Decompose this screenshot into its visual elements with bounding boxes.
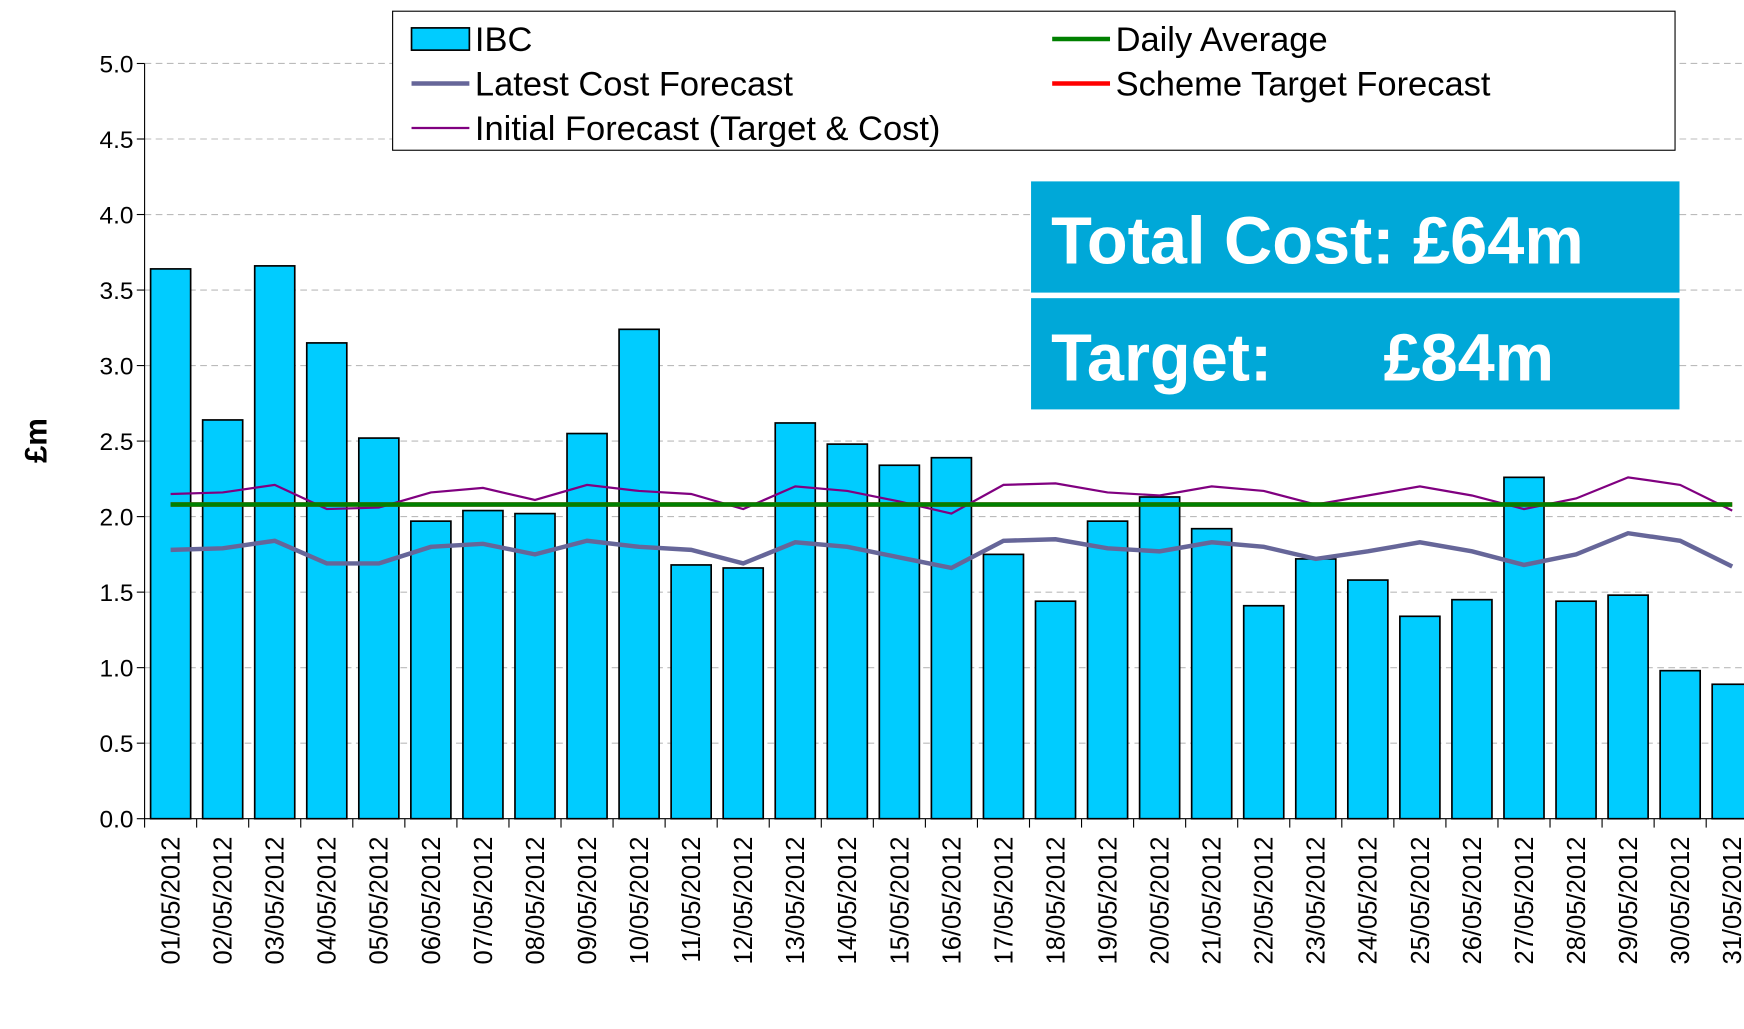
x-tick-label: 02/05/2012: [210, 836, 238, 964]
x-tick-label: 05/05/2012: [366, 836, 394, 964]
y-tick-label: 3.0: [99, 353, 133, 380]
bar: [1086, 520, 1129, 820]
legend-label: Latest Cost Forecast: [475, 66, 793, 104]
bar: [1711, 683, 1744, 820]
x-tick-label: 16/05/2012: [938, 836, 966, 964]
bar: [878, 464, 921, 820]
legend-label: Scheme Target Forecast: [1116, 66, 1491, 104]
y-tick-label: 4.0: [99, 202, 133, 229]
bar: [1138, 496, 1181, 820]
x-tick-label: 20/05/2012: [1147, 836, 1175, 964]
x-tick-label: 31/05/2012: [1719, 836, 1744, 964]
x-tick-label: 24/05/2012: [1355, 836, 1383, 964]
bar: [514, 512, 556, 820]
x-tick-label: 06/05/2012: [418, 836, 446, 964]
bar: [149, 268, 192, 820]
annotation: Target: £84m: [1051, 321, 1554, 395]
x-tick-label: 25/05/2012: [1407, 836, 1435, 964]
x-tick-label: 11/05/2012: [678, 836, 706, 962]
bar: [1607, 594, 1649, 820]
x-tick-label: 15/05/2012: [886, 836, 914, 964]
bar: [1399, 615, 1441, 820]
annotation: Total Cost: £64m: [1051, 205, 1584, 279]
x-tick-label: 10/05/2012: [626, 836, 654, 964]
bar: [305, 342, 348, 820]
x-tick-label: 23/05/2012: [1303, 836, 1331, 964]
x-tick-label: 28/05/2012: [1563, 836, 1591, 964]
x-tick-label: 01/05/2012: [158, 836, 186, 964]
y-tick-label: 5.0: [99, 51, 133, 78]
legend-box: [392, 10, 1676, 151]
bar: [826, 443, 869, 820]
legend-label: Daily Average: [1116, 21, 1328, 59]
x-tick-label: 13/05/2012: [782, 836, 810, 964]
x-tick-label: 29/05/2012: [1615, 836, 1643, 964]
y-tick-label: 0.5: [99, 731, 133, 758]
x-tick-label: 07/05/2012: [470, 836, 498, 964]
annotation-box: [1031, 181, 1680, 293]
x-tick-label: 22/05/2012: [1251, 836, 1279, 964]
y-tick-label: 4.5: [99, 127, 133, 154]
y-axis-label: £m: [19, 418, 54, 463]
bar: [462, 509, 504, 820]
bar: [1659, 669, 1702, 820]
line-series: [170, 530, 1734, 571]
bar: [982, 553, 1025, 820]
x-tick-label: 08/05/2012: [522, 836, 550, 964]
x-tick-label: 12/05/2012: [730, 836, 758, 964]
bar: [1190, 527, 1233, 820]
x-tick-label: 26/05/2012: [1459, 836, 1487, 964]
bar: [566, 432, 608, 820]
annotation-box: [1031, 298, 1680, 410]
y-tick-label: 0.0: [99, 807, 133, 834]
x-tick-label: 19/05/2012: [1094, 836, 1122, 964]
y-tick-label: 2.0: [99, 505, 133, 532]
bar: [1242, 604, 1285, 820]
bar: [618, 328, 660, 820]
x-tick-label: 27/05/2012: [1511, 836, 1539, 964]
x-tick-label: 21/05/2012: [1199, 836, 1227, 964]
bar: [1555, 600, 1597, 820]
x-tick-label: 14/05/2012: [834, 836, 862, 964]
bar: [1503, 476, 1545, 820]
bar: [357, 437, 400, 820]
x-tick-label: 17/05/2012: [990, 836, 1018, 964]
bar: [722, 567, 765, 820]
x-tick-label: 09/05/2012: [574, 836, 602, 964]
legend-swatch: [410, 27, 471, 51]
legend-label: Initial Forecast (Target & Cost): [475, 110, 940, 148]
bar: [670, 564, 713, 820]
legend-label: IBC: [475, 21, 532, 59]
x-tick-label: 03/05/2012: [262, 836, 290, 964]
bar: [201, 419, 244, 820]
bar: [1451, 598, 1493, 820]
bar: [410, 520, 452, 820]
bar: [1034, 600, 1077, 820]
bar: [1346, 579, 1389, 820]
y-tick-label: 3.5: [99, 278, 133, 305]
y-tick-label: 1.5: [99, 580, 133, 607]
line-series: [170, 476, 1733, 515]
x-tick-label: 30/05/2012: [1667, 836, 1695, 964]
y-tick-label: 1.0: [99, 656, 133, 683]
x-tick-label: 04/05/2012: [314, 836, 342, 964]
bar: [1294, 558, 1337, 820]
x-tick-label: 18/05/2012: [1042, 836, 1070, 964]
y-tick-label: 2.5: [99, 429, 133, 456]
bar: [774, 422, 817, 820]
bar: [930, 456, 973, 820]
